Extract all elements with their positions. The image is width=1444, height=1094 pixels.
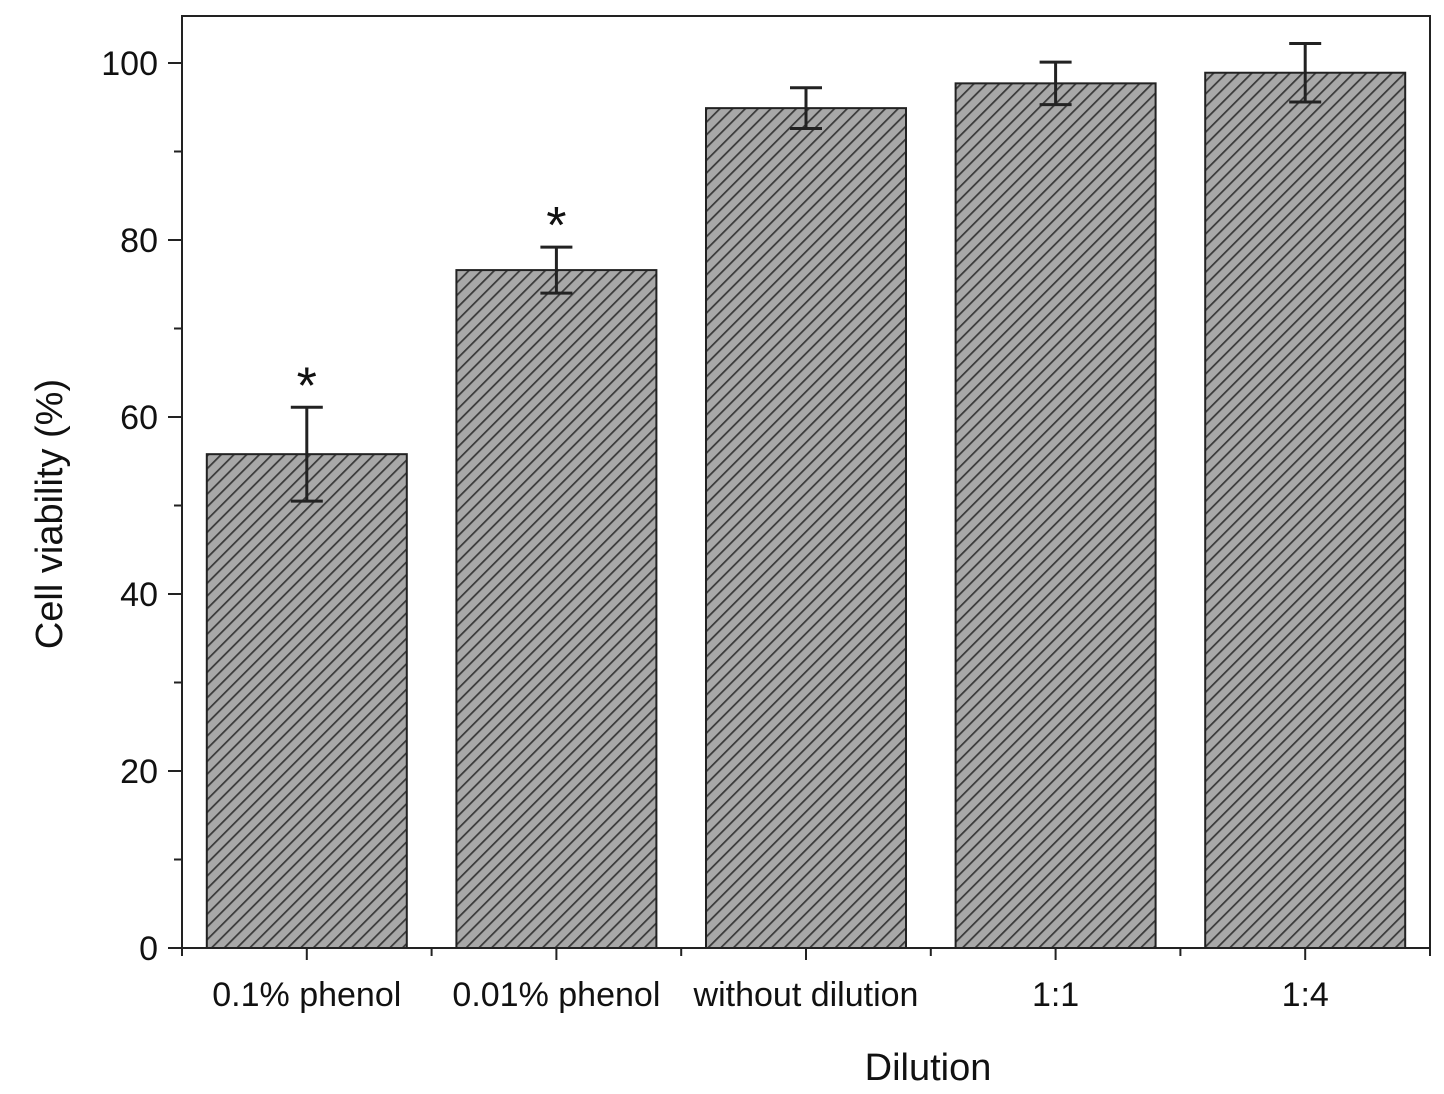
- y-tick-label-3: 60: [120, 399, 158, 437]
- x-tick-label-2: 0.01% phenol: [452, 976, 660, 1014]
- x-tick-label-3: without dilution: [693, 976, 919, 1014]
- significance-marker-2: *: [546, 197, 566, 255]
- x-axis-title: Dilution: [865, 1047, 992, 1089]
- y-tick-label-1: 20: [120, 753, 158, 791]
- bar-2: [455, 269, 658, 949]
- x-tick-label-4: 1:1: [1032, 976, 1079, 1014]
- error-bar-2: [540, 245, 573, 295]
- bars-layer: [205, 71, 1407, 950]
- bar-5: [1204, 71, 1407, 950]
- y-tick-label-4: 80: [120, 222, 158, 260]
- x-tick-label-5: 1:4: [1282, 976, 1329, 1014]
- y-tick-label-0: 0: [139, 930, 158, 968]
- y-axis-title: Cell viability (%): [29, 379, 71, 649]
- bar-4: [954, 82, 1157, 950]
- error-bars-layer: [290, 42, 1322, 503]
- y-tick-label-5: 100: [101, 45, 158, 83]
- annotations-layer: **: [297, 197, 567, 415]
- x-axis: 0.1% phenol 0.01% phenol without dilution 1…: [181, 948, 1431, 1014]
- significance-marker-1: *: [297, 357, 317, 415]
- y-axis: 0 20 40 60 80 100: [101, 45, 182, 968]
- x-tick-label-1: 0.1% phenol: [212, 976, 401, 1014]
- error-bar-3: [790, 86, 822, 130]
- error-bar-1: [290, 405, 323, 503]
- error-bar-4: [1039, 60, 1072, 107]
- error-bar-5: [1289, 42, 1322, 104]
- bar-3: [705, 107, 907, 949]
- y-tick-label-2: 40: [120, 576, 158, 614]
- bar-1: [205, 453, 408, 949]
